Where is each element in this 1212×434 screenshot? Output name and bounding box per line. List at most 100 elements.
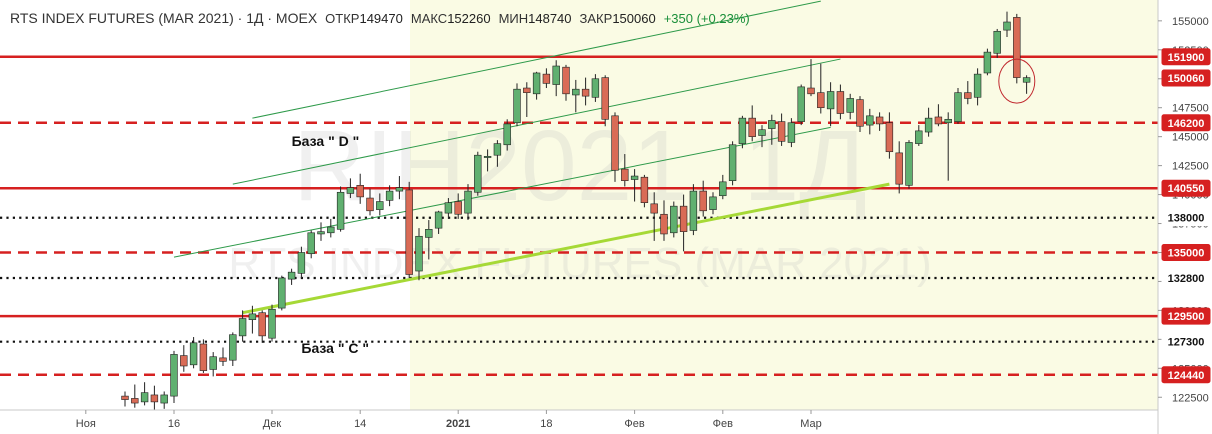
candle-92 bbox=[1022, 75, 1031, 94]
candle-42 bbox=[532, 71, 541, 100]
candle-body bbox=[317, 231, 325, 235]
candle-63 bbox=[738, 115, 747, 149]
candle-body bbox=[199, 343, 208, 371]
candle-33 bbox=[444, 198, 453, 219]
candle-70 bbox=[807, 59, 815, 97]
candle-body bbox=[454, 201, 462, 215]
candle-body bbox=[385, 190, 394, 201]
level-tag-box bbox=[1161, 307, 1211, 325]
candle-76 bbox=[866, 108, 874, 135]
candle-body bbox=[170, 354, 178, 397]
candle-56 bbox=[670, 201, 678, 238]
candle-body bbox=[973, 73, 982, 98]
candle-30 bbox=[415, 228, 423, 281]
candle-body bbox=[121, 395, 129, 400]
candle-body bbox=[1013, 17, 1021, 78]
candle-body bbox=[836, 91, 845, 114]
candle-89 bbox=[993, 28, 1001, 58]
price-axis[interactable]: 1550001525001500001475001450001425001400… bbox=[1157, 0, 1211, 434]
time-axis[interactable]: Ноя 16 Дек 14 2021 18 Фев Фев Мар bbox=[0, 409, 1158, 430]
candle-body bbox=[503, 123, 511, 146]
candle-body bbox=[630, 175, 639, 180]
level-tag-127300[interactable]: 127300 bbox=[1161, 333, 1211, 351]
level-tag-135000[interactable]: 135000 bbox=[1161, 243, 1211, 261]
candle-body bbox=[797, 86, 805, 122]
candle-body bbox=[817, 92, 825, 109]
candle-1 bbox=[131, 384, 139, 408]
candle-79 bbox=[895, 141, 903, 194]
candle-body bbox=[434, 211, 443, 229]
trend-line bbox=[242, 182, 890, 315]
candle-43 bbox=[542, 68, 551, 89]
candle-28 bbox=[395, 176, 404, 200]
candle-9 bbox=[209, 352, 217, 377]
close-label: ЗАКР bbox=[579, 11, 613, 26]
candle-body bbox=[483, 156, 492, 158]
level-tag-129500[interactable]: 129500 bbox=[1161, 307, 1211, 325]
candle-41 bbox=[523, 82, 531, 117]
level-tag-label: 132800 bbox=[1168, 273, 1205, 285]
candle-62 bbox=[728, 141, 737, 186]
candle-body bbox=[395, 187, 404, 192]
candle-body bbox=[532, 72, 541, 95]
level-tag-label: 138000 bbox=[1168, 213, 1205, 225]
candle-body bbox=[189, 342, 198, 366]
candle-body bbox=[924, 117, 933, 133]
candle-75 bbox=[856, 96, 864, 133]
candle-body bbox=[140, 392, 149, 403]
level-tag-151900[interactable]: 151900 bbox=[1161, 48, 1211, 66]
level-tag-150060[interactable]: 150060 bbox=[1161, 69, 1211, 87]
candle-44 bbox=[552, 60, 560, 97]
candle-81 bbox=[915, 125, 923, 146]
candle-5 bbox=[170, 350, 178, 404]
candle-21 bbox=[327, 218, 335, 238]
candle-19 bbox=[307, 230, 315, 259]
level-tag-138000[interactable]: 138000 bbox=[1161, 209, 1211, 227]
time-tick-label: Мар bbox=[800, 418, 822, 430]
candle-8 bbox=[199, 339, 208, 373]
candle-57 bbox=[679, 194, 688, 252]
candle-body bbox=[336, 191, 345, 230]
candle-body bbox=[983, 51, 992, 74]
candle-77 bbox=[875, 112, 884, 131]
candle-body bbox=[209, 356, 217, 370]
candle-body bbox=[875, 116, 884, 125]
candle-body bbox=[826, 91, 835, 110]
candle-body bbox=[552, 65, 560, 85]
level-tag-124440[interactable]: 124440 bbox=[1161, 366, 1211, 384]
open-value: 149470 bbox=[359, 11, 403, 26]
time-tick-label: 16 bbox=[168, 418, 180, 430]
level-tag-box bbox=[1161, 114, 1211, 132]
base-label-2: База " С " bbox=[301, 340, 369, 356]
level-tag-140550[interactable]: 140550 bbox=[1161, 179, 1211, 197]
level-tag-132800[interactable]: 132800 bbox=[1161, 269, 1211, 287]
time-tick-label: Дек bbox=[263, 418, 282, 430]
candle-22 bbox=[336, 186, 345, 232]
candle-body bbox=[238, 318, 247, 337]
candle-69 bbox=[797, 84, 805, 126]
candle-body bbox=[307, 232, 315, 254]
close-value: 150060 bbox=[612, 11, 656, 26]
candle-body bbox=[954, 92, 962, 122]
level-tag-label: 151900 bbox=[1168, 52, 1205, 64]
time-tick-label: 14 bbox=[354, 418, 366, 430]
level-tag-box bbox=[1161, 48, 1211, 66]
candle-50 bbox=[611, 112, 619, 182]
price-tick-label: 147500 bbox=[1172, 103, 1209, 115]
candle-body bbox=[728, 144, 737, 181]
candle-59 bbox=[699, 180, 707, 217]
candle-body bbox=[523, 87, 531, 93]
candle-body bbox=[425, 229, 433, 238]
level-tag-146200[interactable]: 146200 bbox=[1161, 114, 1211, 132]
candle-52 bbox=[630, 169, 639, 202]
candle-body bbox=[660, 213, 668, 235]
candle-49 bbox=[601, 75, 609, 127]
candle-body bbox=[513, 88, 521, 124]
candle-84 bbox=[944, 112, 952, 181]
candle-34 bbox=[454, 193, 462, 219]
candle-body bbox=[758, 129, 766, 136]
candle-body bbox=[464, 190, 472, 214]
candle-body bbox=[229, 334, 237, 361]
candle-body bbox=[268, 308, 276, 339]
